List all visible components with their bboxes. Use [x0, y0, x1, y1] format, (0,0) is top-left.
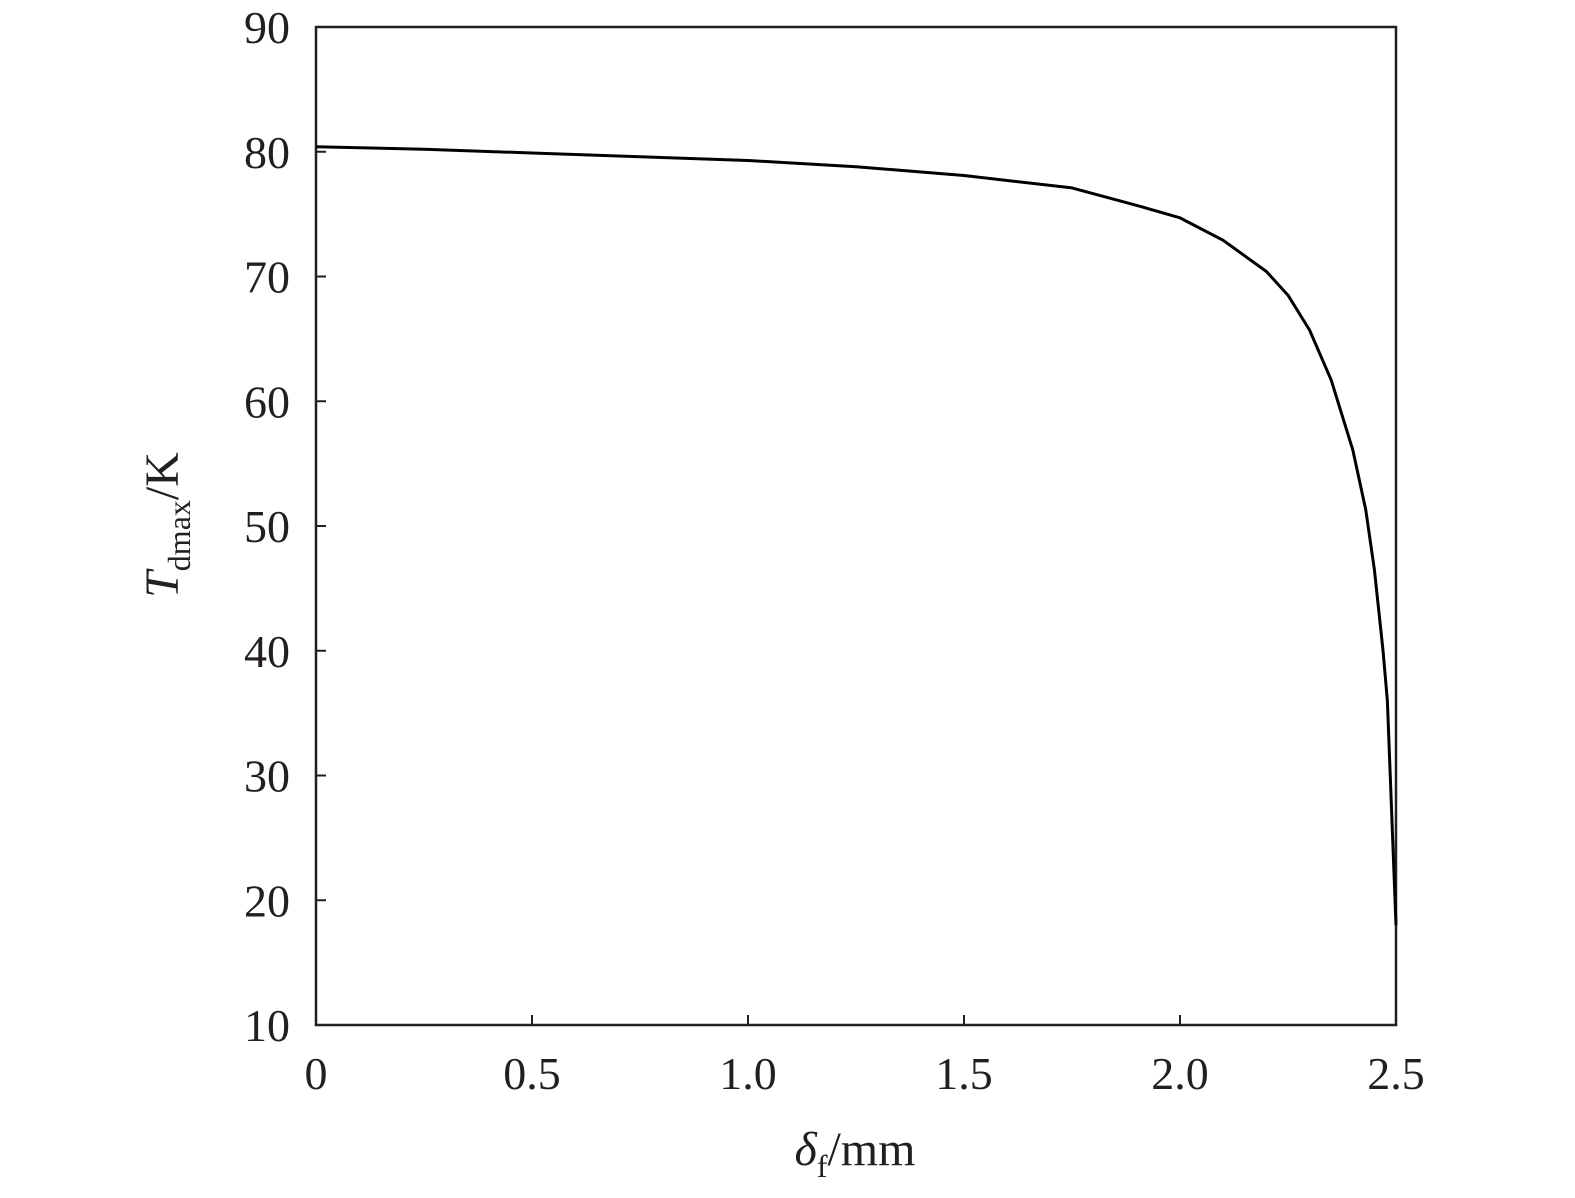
x-tick-label: 2.0 [1151, 1048, 1209, 1099]
y-tick-label: 40 [244, 626, 290, 677]
x-axis-label: δf/mm [795, 1123, 916, 1184]
x-tick-label: 0.5 [503, 1048, 561, 1099]
y-axis-label: Tdmax/K [136, 452, 197, 598]
y-tick-label: 30 [244, 751, 290, 802]
y-tick-label: 20 [244, 875, 290, 926]
x-tick-label: 0 [305, 1048, 328, 1099]
x-label-symbol: δ [795, 1123, 818, 1176]
data-line [315, 145, 1398, 926]
y-label-symbol: T [136, 568, 189, 598]
y-label-unit: /K [136, 452, 189, 500]
x-tick-label: 2.5 [1367, 1048, 1425, 1099]
y-tick-label: 80 [244, 127, 290, 178]
plot-frame [314, 25, 1398, 1027]
y-tick-label: 60 [244, 376, 290, 427]
x-tick-label: 1.5 [935, 1048, 993, 1099]
y-tick-label: 10 [244, 1000, 290, 1051]
x-tick-label: 1.0 [719, 1048, 777, 1099]
x-label-unit: /mm [827, 1123, 915, 1176]
y-tick-label: 70 [244, 252, 290, 303]
y-tick-label: 90 [244, 2, 290, 53]
y-tick-label: 50 [244, 501, 290, 552]
y-label-sub: dmax [161, 500, 197, 571]
x-label-sub: f [817, 1148, 828, 1184]
